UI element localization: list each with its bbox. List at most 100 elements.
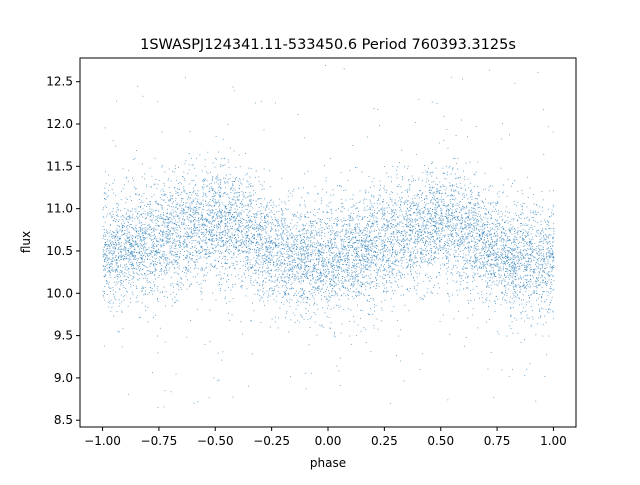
data-point xyxy=(123,248,125,249)
data-point xyxy=(295,238,297,240)
data-point xyxy=(414,238,416,240)
data-point xyxy=(513,265,515,267)
data-point xyxy=(219,187,221,189)
data-point xyxy=(204,249,206,250)
data-point xyxy=(461,221,463,223)
data-point xyxy=(183,223,185,225)
data-point xyxy=(173,254,175,256)
data-point xyxy=(345,231,347,233)
data-point xyxy=(373,219,375,221)
data-point xyxy=(394,236,395,238)
data-point xyxy=(287,269,289,270)
data-point xyxy=(419,190,420,191)
data-point xyxy=(139,240,141,242)
data-point xyxy=(364,248,366,249)
data-point xyxy=(501,233,503,235)
data-point xyxy=(266,237,268,239)
data-point xyxy=(131,265,132,267)
data-point xyxy=(546,283,548,284)
data-point xyxy=(258,274,260,276)
data-point xyxy=(326,217,328,219)
data-point xyxy=(214,177,216,179)
data-point xyxy=(458,216,459,218)
data-point xyxy=(501,283,502,285)
data-point xyxy=(396,355,397,356)
data-point xyxy=(276,284,278,286)
data-point xyxy=(317,268,319,270)
data-point xyxy=(489,253,491,255)
data-point xyxy=(169,234,171,236)
data-point xyxy=(127,251,129,252)
data-point xyxy=(549,253,551,255)
data-point xyxy=(290,376,291,378)
data-point xyxy=(516,274,518,276)
data-point xyxy=(136,150,137,151)
data-point xyxy=(456,177,458,179)
data-point xyxy=(549,292,551,294)
data-point xyxy=(541,265,543,267)
data-point xyxy=(126,276,128,278)
data-point xyxy=(434,183,436,185)
data-point xyxy=(150,253,151,255)
data-point xyxy=(307,270,309,272)
data-point xyxy=(248,220,250,222)
data-point xyxy=(399,274,401,276)
data-point xyxy=(275,205,277,207)
data-point xyxy=(150,271,152,273)
data-point xyxy=(328,231,329,233)
data-point xyxy=(421,235,422,237)
data-point xyxy=(116,215,118,216)
data-point xyxy=(209,220,211,222)
data-point xyxy=(334,333,336,335)
data-point xyxy=(153,230,155,232)
data-point xyxy=(299,215,301,217)
data-point xyxy=(417,223,419,224)
data-point xyxy=(110,234,112,235)
data-point xyxy=(462,269,464,270)
data-point xyxy=(167,226,169,228)
data-point xyxy=(351,245,353,246)
data-point xyxy=(424,245,426,246)
data-point xyxy=(336,365,338,367)
data-point xyxy=(369,287,371,289)
data-point xyxy=(313,268,315,270)
data-point xyxy=(517,219,518,221)
data-point xyxy=(429,173,431,175)
data-point xyxy=(204,224,205,226)
data-point xyxy=(325,280,327,282)
data-point xyxy=(365,249,367,251)
data-point xyxy=(121,270,123,272)
data-point xyxy=(387,221,389,223)
data-point xyxy=(236,192,238,194)
data-point xyxy=(354,226,356,228)
data-point xyxy=(154,201,156,202)
data-point xyxy=(464,176,466,178)
data-point xyxy=(524,266,526,268)
data-point xyxy=(383,245,385,246)
data-point xyxy=(506,237,508,239)
data-point xyxy=(479,267,480,268)
data-point xyxy=(250,200,251,202)
data-point xyxy=(242,333,243,335)
data-point xyxy=(516,231,518,233)
data-point xyxy=(286,273,288,275)
data-point xyxy=(179,241,180,243)
data-point xyxy=(533,203,535,205)
data-point xyxy=(280,221,282,223)
data-point xyxy=(281,213,283,215)
data-point xyxy=(340,219,342,221)
data-point xyxy=(139,199,140,200)
data-point xyxy=(290,192,292,194)
data-point xyxy=(361,255,363,257)
data-point xyxy=(353,231,354,233)
data-point xyxy=(419,225,421,227)
data-point xyxy=(308,240,310,242)
data-point xyxy=(341,250,343,252)
data-point xyxy=(541,267,543,269)
data-point xyxy=(335,232,336,234)
data-point xyxy=(460,226,462,228)
data-point xyxy=(225,244,227,246)
data-point xyxy=(335,276,337,278)
data-point xyxy=(209,256,211,258)
data-point xyxy=(147,307,149,308)
